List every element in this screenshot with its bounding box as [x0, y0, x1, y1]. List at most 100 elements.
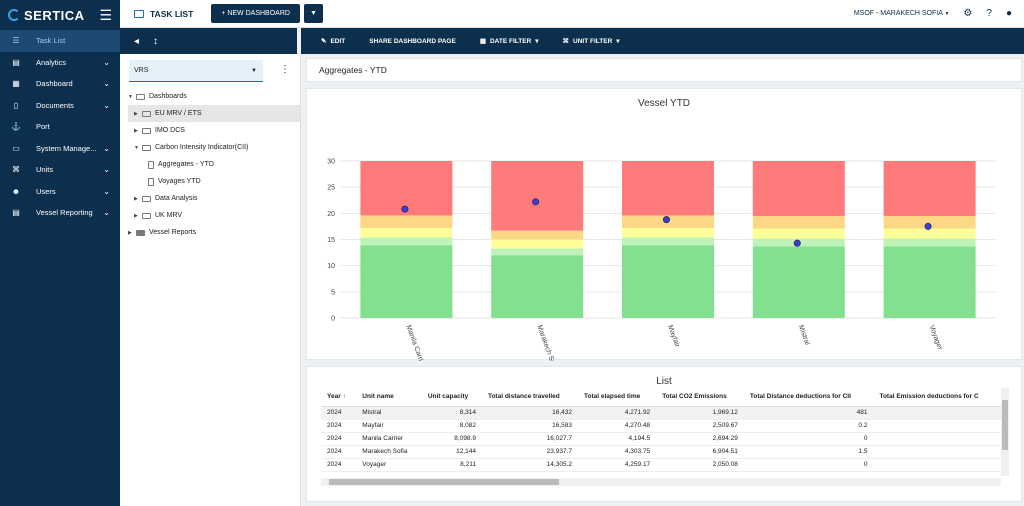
tree-node[interactable]: Aggregates - YTD — [128, 156, 300, 173]
list-grid: Year ↑ Unit name Unit capacity Total distan… — [321, 388, 1001, 472]
tree-node[interactable]: ▶ EU MRV / ETS — [128, 105, 300, 122]
table-cell: Mayfair — [356, 419, 422, 433]
column-header[interactable]: Total elapsed time — [577, 388, 657, 407]
expand-toggle-icon[interactable]: ▶ — [134, 110, 138, 117]
x-tick-label: Manila Carrier — [405, 324, 427, 361]
y-tick-label: 15 — [327, 237, 335, 244]
tree-node[interactable]: ▼ Dashboards — [128, 88, 300, 105]
horizontal-scrollbar[interactable] — [321, 478, 1001, 486]
tree-node[interactable]: Voyages YTD — [128, 173, 300, 190]
calendar-icon: ▦ — [479, 38, 486, 45]
new-dashboard-button[interactable]: + NEW DASHBOARD — [211, 4, 300, 23]
scrollbar-thumb[interactable] — [329, 479, 559, 485]
expand-toggle-icon[interactable]: ▶ — [134, 195, 138, 202]
x-tick-label: Mistral — [797, 324, 811, 346]
expand-toggle-icon[interactable]: ▼ — [128, 93, 133, 100]
vrs-select[interactable]: VRS ▼ — [129, 60, 263, 82]
tree-node[interactable]: ▼ Carbon Intensity Indicator(CII) — [128, 139, 300, 156]
settings-gear-icon[interactable]: ⚙ — [963, 8, 973, 19]
sidebar-item-documents[interactable]: ▯ Documents ⌄ — [0, 95, 120, 117]
column-header[interactable]: Year ↑ — [321, 388, 357, 407]
edit-button[interactable]: ✎ EDIT — [321, 37, 345, 46]
table-row[interactable]: 2024 Mistral 8,314 16,432 4,271.92 1,969.12 48… — [321, 406, 1001, 420]
chevron-down-icon: ▾ — [535, 38, 539, 45]
tree-node-label: UK MRV — [155, 212, 183, 219]
sidebar-item-users[interactable]: ☻ Users ⌄ — [0, 181, 120, 203]
table-cell: 2,050.08 — [656, 458, 744, 472]
bar-segment — [491, 230, 584, 240]
table-cell — [873, 406, 1001, 420]
expand-toggle-icon[interactable]: ▶ — [134, 127, 138, 134]
sidebar-item-task-list[interactable]: ☰ Task List — [0, 30, 120, 52]
vertical-scrollbar[interactable] — [1001, 388, 1009, 476]
document-icon — [148, 177, 154, 186]
column-header[interactable]: Total Distance deductions for CII — [743, 388, 874, 407]
table-cell: 4,259.17 — [577, 458, 657, 472]
sidebar-item-units[interactable]: ⌘ Units ⌄ — [0, 159, 120, 181]
help-icon[interactable]: ? — [986, 8, 992, 19]
scrollbar-thumb[interactable] — [1002, 400, 1008, 450]
table-body: 2024 Mistral 8,314 16,432 4,271.92 1,969.12 48… — [321, 406, 1001, 472]
bar-segment — [883, 246, 976, 318]
table-cell: 8,082 — [421, 419, 482, 433]
dashboard-toolbar: ✎ EDIT SHARE DASHBOARD PAGE ▦ DATE FILTER ▾… — [301, 28, 1024, 54]
chevron-down-icon: ▼ — [309, 10, 317, 17]
dashboard-icon: ▦ — [12, 79, 20, 89]
expand-toggle-icon[interactable]: ▶ — [128, 229, 132, 236]
sidebar: SERTICA ☰ ☰ Task List ▤ Analytics ⌄ ▦ Dashboar… — [0, 0, 120, 506]
column-header[interactable]: Unit capacity — [421, 388, 482, 407]
table-row[interactable]: 2024 Marakech Sofia 12,144 23,937.7 4,303.75… — [321, 445, 1001, 459]
tree-node[interactable]: ▶ IMO DCS — [128, 122, 300, 139]
more-options-icon[interactable]: ⋮ — [280, 64, 290, 75]
expand-toggle-icon[interactable]: ▶ — [134, 212, 138, 219]
hamburger-icon[interactable]: ☰ — [99, 6, 112, 23]
expand-toggle-icon[interactable]: ▼ — [134, 144, 139, 151]
table-cell — [873, 445, 1001, 459]
sidebar-item-system-manage[interactable]: ▭ System Manage... ⌄ — [0, 138, 120, 160]
y-tick-label: 5 — [331, 289, 335, 296]
sidebar-nav: ☰ Task List ▤ Analytics ⌄ ▦ Dashboard ⌄ ▯ Documen… — [0, 30, 120, 224]
date-filter-button[interactable]: ▦ DATE FILTER ▾ — [479, 37, 539, 46]
tree-node[interactable]: ▶ UK MRV — [128, 207, 300, 224]
sidebar-item-analytics[interactable]: ▤ Analytics ⌄ — [0, 52, 120, 74]
tree-node-label: Carbon Intensity Indicator(CII) — [155, 144, 249, 151]
table-row[interactable]: 2024 Manila Carrier 8,098.9 16,027.7 4,194.5… — [321, 432, 1001, 446]
new-dashboard-dropdown-button[interactable]: ▼ — [303, 4, 323, 23]
x-tick-label: Mayfair — [666, 324, 681, 349]
unit-filter-button[interactable]: ⌘ UNIT FILTER ▾ — [563, 37, 620, 46]
user-selector[interactable]: MSOF - MARAKECH SOFIA ▼ — [854, 10, 950, 17]
page-title: TASK LIST — [150, 8, 194, 19]
bar-segment — [360, 215, 453, 228]
sidebar-item-label: System Manage... — [36, 143, 97, 153]
column-header[interactable]: Total CO2 Emissions — [656, 388, 744, 407]
column-header[interactable]: Total Emission deductions for C — [873, 388, 1001, 407]
table-row[interactable]: 2024 Mayfair 8,082 16,583 4,270.48 2,509.67 0.… — [321, 419, 1001, 433]
sidebar-item-port[interactable]: ⚓ Port — [0, 116, 120, 138]
sertica-logo-icon — [8, 9, 20, 21]
column-header[interactable]: Total distance travelled — [481, 388, 578, 407]
sidebar-item-vessel-reporting[interactable]: ▤ Vessel Reporting ⌄ — [0, 202, 120, 224]
table-row[interactable]: 2024 Voyager 8,211 14,305.2 4,259.17 2,050.08… — [321, 458, 1001, 472]
column-header[interactable]: Unit name — [356, 388, 422, 407]
user-name: MSOF - MARAKECH SOFIA — [853, 10, 943, 17]
brand-name: SERTICA — [24, 7, 85, 23]
collapse-panel-icon[interactable]: ◂ — [134, 35, 140, 47]
share-dashboard-button[interactable]: SHARE DASHBOARD PAGE — [369, 38, 456, 45]
bar-segment — [622, 237, 714, 246]
sidebar-item-dashboard[interactable]: ▦ Dashboard ⌄ — [0, 73, 120, 95]
resize-vertical-icon[interactable]: ↕ — [153, 35, 159, 47]
y-tick-label: 30 — [327, 159, 335, 166]
tree-node[interactable]: ▶ Vessel Reports — [128, 224, 300, 241]
table-cell: 1.5 — [743, 445, 874, 459]
data-point — [793, 239, 801, 247]
table-cell: 481 — [743, 406, 874, 420]
table-cell: 2024 — [321, 432, 357, 446]
table-cell: 4,194.5 — [577, 432, 657, 446]
x-tick-label: Voyager — [928, 324, 944, 351]
tree-node[interactable]: ▶ Data Analysis — [128, 190, 300, 207]
table-cell: 16,027.7 — [481, 432, 578, 446]
user-avatar-icon[interactable]: ● — [1005, 8, 1012, 19]
table-cell — [873, 432, 1001, 446]
dashboard-icon — [142, 144, 151, 151]
sidebar-item-label: Vessel Reporting — [36, 208, 93, 218]
